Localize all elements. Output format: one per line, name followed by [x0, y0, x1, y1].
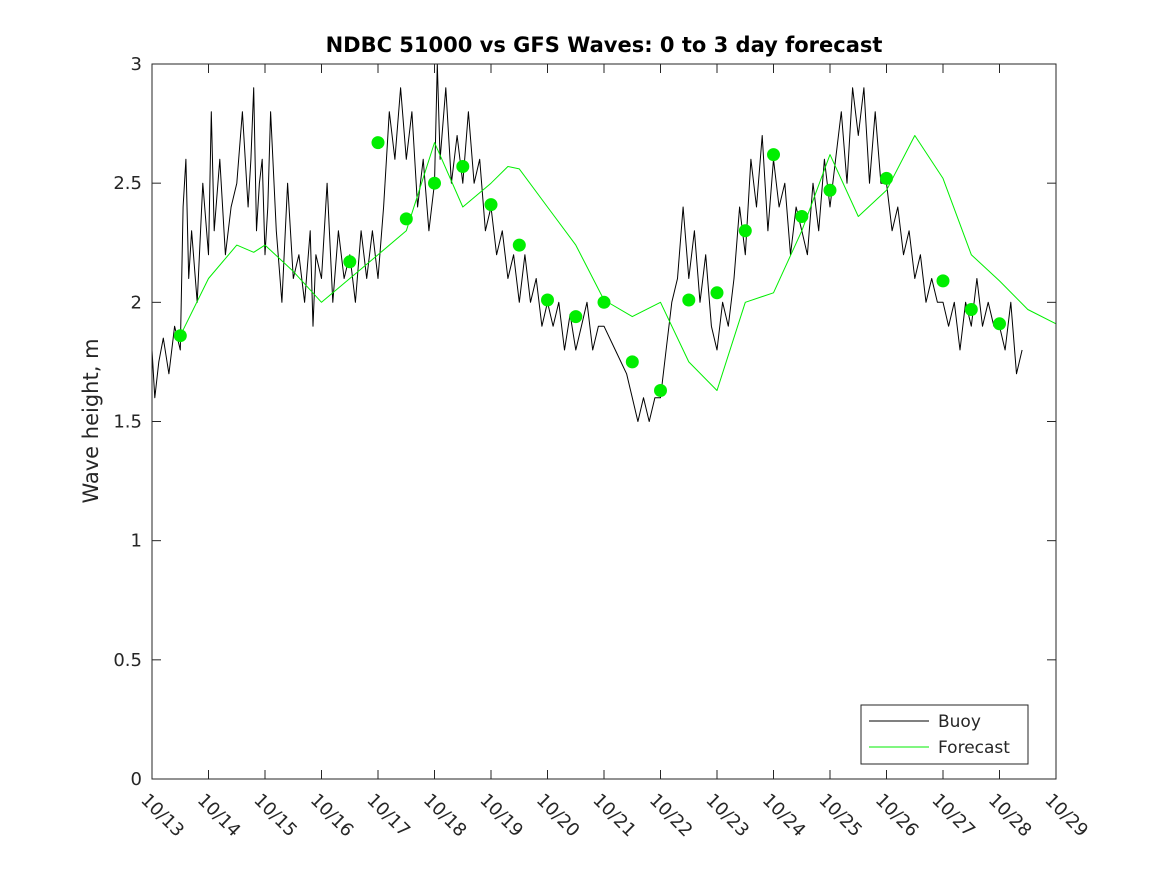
y-tick-label: 0.5	[113, 650, 142, 671]
forecast-marker	[173, 329, 187, 343]
forecast-marker	[428, 176, 441, 190]
legend: Buoy Forecast	[860, 704, 1029, 765]
forecast-marker	[682, 293, 696, 307]
legend-box	[860, 704, 1029, 765]
forecast-marker	[767, 148, 780, 162]
forecast-marker	[456, 160, 470, 173]
y-axis-label: Wave height, m	[79, 338, 103, 503]
forecast-marker	[597, 295, 611, 309]
forecast-marker	[964, 303, 978, 316]
y-tick-label: 1	[131, 531, 142, 552]
forecast-marker	[512, 238, 526, 252]
forecast-marker	[823, 183, 837, 197]
series-layer	[151, 63, 1057, 422]
forecast-marker	[343, 255, 357, 269]
legend-buoy-label: Buoy	[938, 712, 981, 732]
forecast-marker	[936, 274, 950, 288]
forecast-marker	[710, 286, 724, 300]
series-line-forecast	[179, 135, 1057, 391]
series-line-buoy	[151, 63, 1023, 422]
y-tick-label: 3	[131, 54, 142, 75]
forecast-marker	[569, 310, 583, 324]
plot-frame	[151, 63, 1057, 780]
legend-forecast-label: Forecast	[938, 738, 1010, 758]
y-tick-label: 0	[131, 769, 142, 790]
y-tick-label: 2.5	[113, 173, 142, 194]
forecast-marker	[399, 212, 413, 226]
y-tick-label: 1.5	[113, 412, 142, 433]
forecast-marker-layer	[173, 136, 1006, 397]
forecast-marker	[625, 355, 639, 369]
forecast-marker	[654, 384, 667, 397]
forecast-marker	[880, 171, 893, 185]
y-tick-labels: 0 0.5 1 1.5 2 2.5 3	[113, 54, 142, 790]
forecast-marker	[795, 210, 809, 223]
forecast-marker	[371, 136, 385, 150]
chart-title: NDBC 51000 vs GFS Waves: 0 to 3 day fore…	[326, 33, 883, 57]
forecast-marker	[738, 224, 752, 238]
forecast-marker	[541, 293, 554, 307]
forecast-marker	[993, 317, 1006, 331]
forecast-marker	[484, 198, 498, 212]
y-tick-label: 2	[131, 292, 142, 313]
plot-area	[152, 64, 1056, 779]
